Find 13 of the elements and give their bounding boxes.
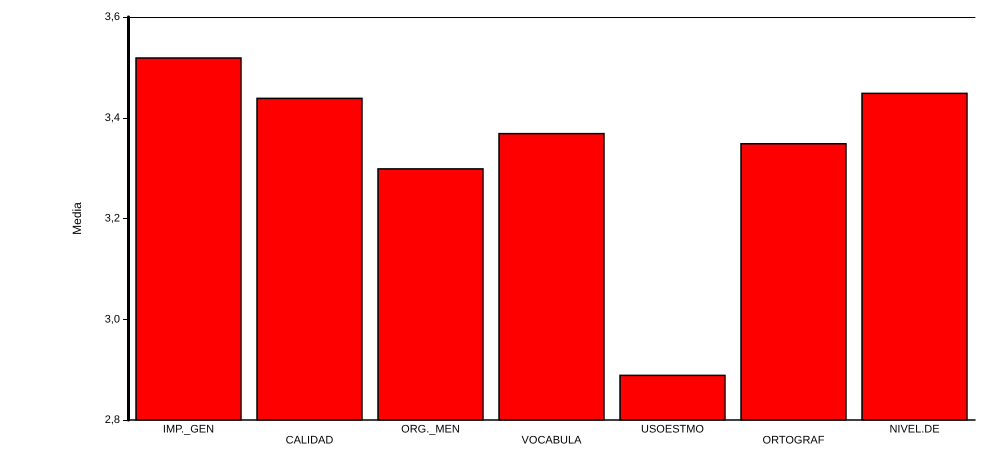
- x-tick-label: VOCABULA: [522, 434, 582, 446]
- y-tick-label: 3,2: [104, 212, 120, 224]
- y-tick-label: 3,0: [104, 313, 120, 326]
- x-tick-label: ORG._MEN: [401, 424, 460, 436]
- x-tick-label: CALIDAD: [286, 434, 334, 446]
- x-tick-label: ORTOGRAF: [762, 434, 825, 446]
- y-tick-label: 3,4: [104, 112, 120, 124]
- y-tick-label: 2,8: [104, 414, 120, 426]
- x-tick-label: IMP._GEN: [162, 424, 214, 436]
- x-tick-label: USOESTMO: [641, 424, 704, 436]
- y-axis-title: Media: [70, 202, 84, 235]
- y-tick-label: 3,6: [104, 11, 120, 23]
- x-tick-label: NIVEL.DE: [889, 424, 940, 436]
